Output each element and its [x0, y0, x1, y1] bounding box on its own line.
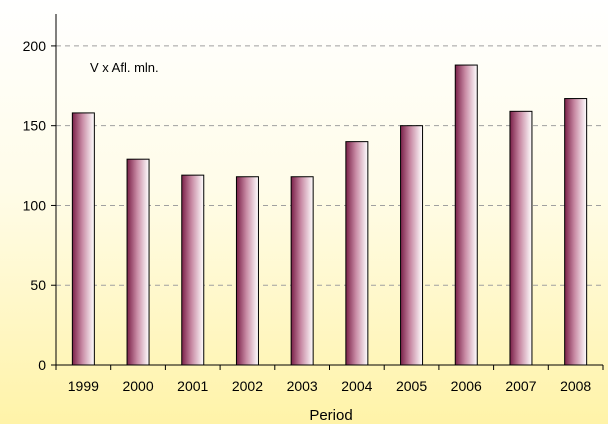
y-tick-label: 200	[23, 38, 47, 54]
x-tick-label: 2006	[451, 378, 482, 394]
bar-2005	[400, 125, 424, 366]
y-tick-label: 150	[23, 118, 47, 134]
chart-annotation: V x Afl. mln.	[90, 60, 159, 75]
bars	[71, 64, 588, 366]
bar-2003	[290, 176, 314, 366]
bar-2006	[454, 64, 478, 366]
bar-2001	[181, 174, 205, 366]
x-tick-label: 2003	[287, 378, 318, 394]
bar-2007	[509, 110, 533, 366]
bar-2004	[345, 141, 369, 366]
x-tick-label: 2000	[122, 378, 153, 394]
bar-2000	[126, 158, 150, 366]
y-tick-label: 0	[38, 357, 46, 373]
tick-labels: 0 50 100 150 200 1999 2000 2001 2002 2003 2004 2005…	[23, 38, 592, 394]
x-tick-label: 2002	[232, 378, 263, 394]
x-tick-label: 2007	[505, 378, 536, 394]
bar-2008	[564, 98, 588, 366]
y-tick-label: 50	[30, 277, 46, 293]
axes	[51, 14, 604, 370]
bar-1999	[71, 112, 95, 366]
x-tick-label: 2001	[177, 378, 208, 394]
y-tick-label: 100	[23, 197, 47, 213]
x-tick-label: 2004	[341, 378, 372, 394]
x-tick-label: 1999	[68, 378, 99, 394]
x-axis-title: Period	[309, 407, 352, 424]
bar-2002	[235, 176, 259, 366]
x-tick-label: 2005	[396, 378, 427, 394]
x-tick-label: 2008	[560, 378, 591, 394]
